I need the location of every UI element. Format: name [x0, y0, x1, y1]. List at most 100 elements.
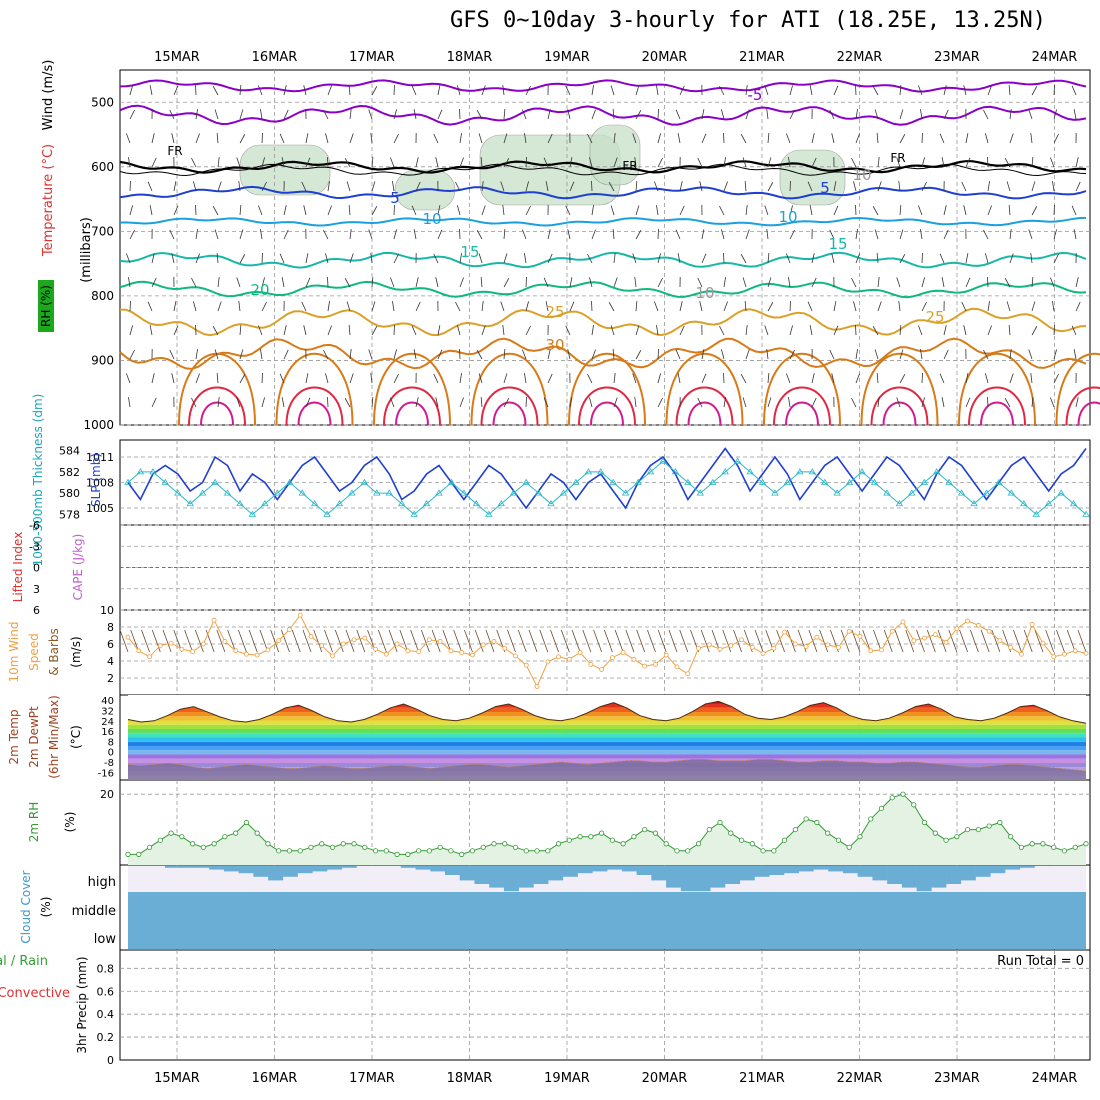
wind-barb — [525, 325, 531, 336]
wind-barb — [657, 228, 659, 240]
high-cloud-bar — [636, 866, 652, 875]
high-cloud-bar — [828, 866, 844, 872]
wind-barb — [413, 229, 417, 240]
wind-barb — [587, 373, 593, 384]
wind-barb — [1050, 157, 1055, 168]
wind10-barb — [926, 629, 936, 653]
wind-barb — [987, 85, 992, 96]
wind10-barb — [969, 629, 979, 653]
wind-barb — [701, 349, 705, 360]
surface-heat-contour — [568, 352, 646, 426]
wind-barb — [569, 157, 573, 168]
wind10-barb — [1056, 629, 1065, 653]
run-total-label: Run Total = 0 — [997, 954, 1084, 969]
wind-barb — [214, 109, 219, 120]
wind10-point — [470, 652, 475, 658]
wind10-barb — [399, 629, 409, 653]
wind-barb — [525, 181, 529, 192]
wind-barb — [371, 157, 374, 168]
wind-barb — [480, 277, 483, 288]
wind-barb — [987, 181, 990, 192]
wind-barb — [193, 181, 197, 192]
wind-barb — [344, 398, 351, 408]
wind-barb — [635, 205, 640, 216]
wind10-barb — [905, 629, 915, 653]
wind-barb — [855, 109, 858, 120]
date-label-bottom: 17MAR — [349, 1071, 395, 1086]
high-cloud-bar — [164, 866, 180, 868]
wind10-point — [631, 656, 637, 662]
wind-barb — [195, 253, 200, 264]
wind-barb — [500, 181, 505, 192]
contour-label: 5 — [820, 179, 830, 197]
wind-barb — [1053, 84, 1055, 96]
wind-barb — [239, 134, 246, 144]
wind-barb — [525, 301, 529, 312]
wind-barb — [943, 109, 949, 120]
wind-barb — [301, 301, 307, 312]
rh2m-point — [362, 844, 368, 850]
wind-barb — [829, 349, 835, 360]
wind-barb — [589, 157, 593, 168]
rh2m-point — [835, 837, 842, 843]
wind-barb — [169, 349, 175, 360]
wind-barb — [195, 229, 198, 240]
wind-barb — [126, 133, 131, 144]
rh2m-point — [997, 819, 1003, 826]
wind-barb — [476, 110, 483, 120]
date-label-bottom: 16MAR — [252, 1071, 298, 1086]
temperature-color-band — [128, 746, 1086, 751]
wind-barb — [657, 133, 661, 144]
wind10-point — [997, 638, 1003, 643]
wind-barb — [675, 229, 681, 240]
thickness-point — [298, 489, 306, 496]
wind-tick-label: 10 — [100, 604, 114, 617]
rh2m-point — [642, 826, 648, 833]
high-cloud-bar — [592, 866, 608, 872]
wind10-barb — [356, 629, 366, 653]
thickness-point — [186, 499, 194, 507]
wind10-barb — [248, 629, 258, 653]
wind10-barb — [593, 629, 602, 653]
wind-barb — [459, 157, 464, 168]
thickness-point — [223, 489, 232, 496]
wind10-point — [136, 648, 142, 654]
wind-barb — [657, 253, 661, 264]
wind-barb — [961, 181, 967, 192]
wind-barb — [1004, 398, 1011, 408]
wind10-barb — [937, 629, 947, 653]
rh2m-point — [599, 830, 605, 836]
wind-barb — [939, 373, 945, 384]
high-cloud-bar — [887, 866, 903, 884]
wind-barb — [437, 349, 443, 360]
thickness-point — [1007, 489, 1016, 496]
thickness-point — [646, 468, 655, 475]
wind10-point — [200, 641, 206, 647]
wind10-point — [975, 622, 981, 628]
wind-barb — [767, 133, 770, 144]
wind-barb — [191, 157, 197, 168]
surface-heat-contour — [470, 352, 549, 426]
temperature-tick-label: -8 — [104, 758, 114, 769]
wind10-point — [965, 618, 970, 624]
wind-barb — [217, 277, 220, 288]
wind-barb — [478, 253, 483, 264]
rh2m-point — [372, 848, 379, 854]
wind10-barb — [324, 629, 333, 653]
wind-barb — [457, 85, 461, 96]
wind-barb — [126, 373, 131, 384]
wind-barb — [811, 157, 817, 168]
wind-barb — [459, 133, 462, 144]
wind-barb — [411, 205, 417, 216]
rh2m-point — [276, 848, 282, 854]
wind10-barb — [636, 629, 646, 653]
date-label-bottom: 18MAR — [447, 1071, 493, 1086]
wind-barb — [368, 229, 373, 240]
temperature-color-band — [128, 720, 1086, 725]
wind-barb — [151, 397, 157, 408]
wind10-barb — [582, 629, 592, 653]
wind-barb — [1053, 324, 1055, 336]
wind-barb — [679, 181, 683, 192]
wind-barb — [325, 373, 329, 384]
wind-barb — [481, 325, 486, 336]
